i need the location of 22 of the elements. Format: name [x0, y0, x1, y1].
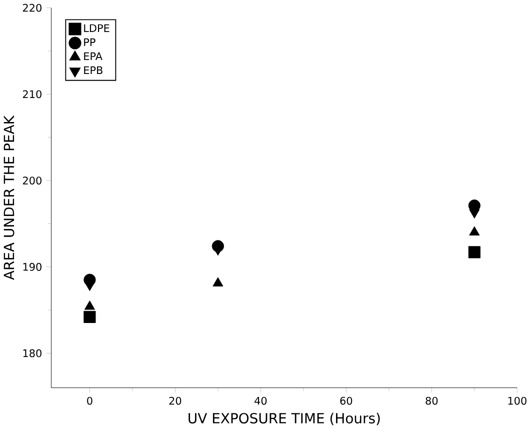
- point: [212, 277, 224, 286]
- x-axis-title: UV EXPOSURE TIME (Hours): [188, 412, 380, 426]
- y-tick-label: 210: [22, 90, 42, 98]
- legend-label: EPB: [84, 66, 102, 74]
- point: [84, 300, 95, 310]
- point: [84, 310, 96, 323]
- x-tick-label: 80: [426, 396, 438, 405]
- x-tick-label: 60: [340, 396, 352, 405]
- y-tick-label: 220: [22, 4, 42, 12]
- legend-label: LDPE: [84, 24, 110, 32]
- legend-label: EPA: [84, 52, 102, 60]
- x-tick-label: 20: [169, 396, 182, 405]
- x-tick-label: 0: [87, 396, 92, 405]
- y-tick-label: 200: [22, 176, 42, 184]
- y-tick-label: 190: [23, 262, 42, 271]
- x-tick-label: 40: [254, 396, 267, 405]
- point: [468, 246, 480, 258]
- legend-label: PP: [84, 38, 96, 46]
- point: [469, 209, 480, 219]
- y-axis-title: AREA UNDER THE PEAK: [4, 115, 14, 280]
- y-tick-label: 180: [23, 349, 42, 358]
- x-tick-label: 100: [508, 396, 526, 405]
